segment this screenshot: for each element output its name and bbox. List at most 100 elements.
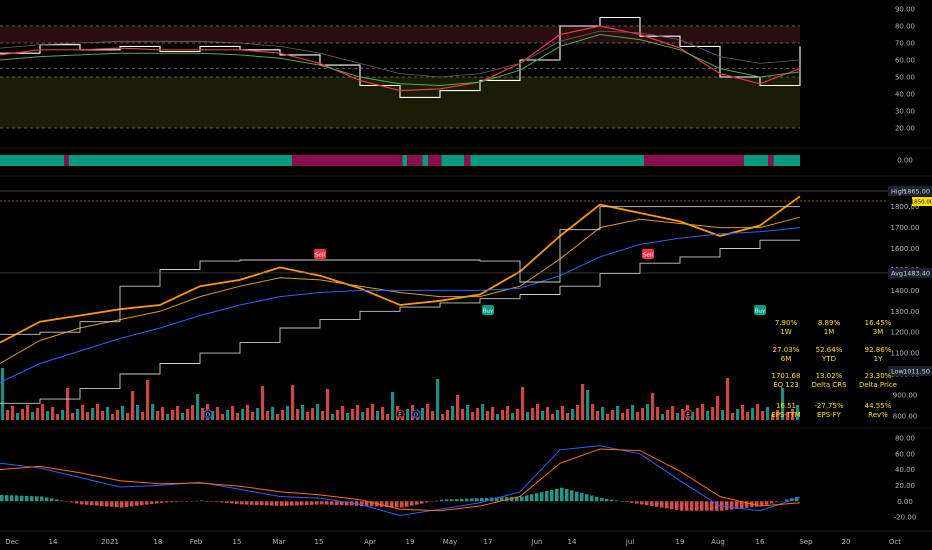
volume-bar xyxy=(636,412,640,420)
event-marker[interactable] xyxy=(203,409,213,419)
macd-histogram-bar xyxy=(45,497,49,502)
macd-histogram-bar xyxy=(535,493,539,502)
volume-bar xyxy=(311,408,315,420)
macd-histogram-bar xyxy=(120,501,124,508)
volume-bar xyxy=(631,405,635,420)
macd-tick-label: 80.00 xyxy=(895,434,915,442)
macd-histogram-bar xyxy=(225,501,229,503)
macd-histogram-bar xyxy=(450,499,454,502)
stat-value: 44.55% xyxy=(865,402,892,410)
high-tag xyxy=(888,186,932,196)
macd-histogram-bar xyxy=(335,501,339,506)
volume-bar xyxy=(91,408,95,420)
trend-segment xyxy=(768,155,774,166)
macd-pane[interactable]: 80.00 60.00 40.00 20.00 0.00 -20.00 xyxy=(0,434,916,522)
volume-bar xyxy=(546,407,550,420)
macd-histogram-bar xyxy=(150,501,154,505)
volume-bar xyxy=(31,412,35,420)
stat-label: 1Y xyxy=(874,355,883,363)
macd-tick-label: 20.00 xyxy=(895,482,915,490)
macd-histogram-bar xyxy=(300,501,304,506)
macd-histogram-bar xyxy=(135,501,139,506)
volume-bar xyxy=(296,409,300,420)
stat-label: 3M xyxy=(873,328,884,336)
time-tick-label: Feb xyxy=(190,538,203,546)
macd-histogram-bar xyxy=(515,496,519,502)
macd-histogram-bar xyxy=(230,501,234,504)
volume-bar xyxy=(681,409,685,420)
event-marker[interactable] xyxy=(411,409,421,419)
volume-bar xyxy=(421,408,425,420)
macd-line xyxy=(0,445,801,517)
macd-histogram-bar xyxy=(75,501,79,504)
macd-histogram-bar xyxy=(700,501,704,511)
macd-histogram-bar xyxy=(285,501,289,506)
volume-bar xyxy=(26,405,30,420)
macd-histogram-bar xyxy=(735,501,739,509)
oscillator-pane[interactable]: 90.00 80.00 70.00 60.00 50.00 40.00 30.00 20.00 xyxy=(0,6,915,133)
buy-signal[interactable] xyxy=(754,305,766,315)
volume-bar xyxy=(126,413,130,420)
macd-histogram-bar xyxy=(125,501,129,507)
macd-histogram-bar xyxy=(155,501,159,504)
event-marker[interactable] xyxy=(683,409,693,419)
volume-bar xyxy=(551,414,555,420)
macd-histogram-bar xyxy=(655,501,659,507)
volume-bar xyxy=(621,413,625,420)
volume-bar xyxy=(146,380,150,420)
macd-histogram-bar xyxy=(420,501,424,504)
macd-histogram-bar xyxy=(730,501,734,510)
macd-histogram-bar xyxy=(260,501,264,506)
volume-bar xyxy=(306,412,310,420)
volume-bar xyxy=(446,410,450,420)
event-marker-label: D xyxy=(414,413,418,419)
trend-bar-pane[interactable]: 0.00 xyxy=(0,155,913,166)
macd-histogram-bar xyxy=(290,501,294,506)
trend-tick-label: 0.00 xyxy=(897,157,913,165)
macd-histogram-bar xyxy=(390,501,394,508)
trend-segment xyxy=(407,155,423,166)
macd-histogram-bar xyxy=(530,494,534,502)
macd-histogram-bar xyxy=(620,501,624,502)
volume-bar xyxy=(426,404,430,420)
price-pane[interactable]: 1800.001700.001600.001500.001400.001300.… xyxy=(0,186,932,420)
macd-histogram-bar xyxy=(325,501,329,505)
time-tick-label: May xyxy=(443,538,457,546)
macd-histogram-bar xyxy=(320,501,324,505)
volume-bar xyxy=(361,412,365,420)
oscillator-tick-label: 30.00 xyxy=(895,108,915,116)
last-price-value: 1850.00 xyxy=(911,200,932,206)
buy-signal[interactable] xyxy=(482,305,494,315)
macd-tick-label: 0.00 xyxy=(897,498,913,506)
volume-bar xyxy=(121,406,125,420)
time-tick-label: 14 xyxy=(568,538,577,546)
volume-bar xyxy=(201,408,205,420)
price-series-5 xyxy=(0,239,800,404)
macd-histogram-bar xyxy=(55,499,59,502)
macd-histogram-bar xyxy=(295,501,299,506)
sell-signal[interactable] xyxy=(642,249,654,259)
volume-bar xyxy=(676,413,680,420)
macd-histogram-bar xyxy=(495,497,499,502)
volume-bar xyxy=(351,409,355,420)
volume-bar xyxy=(221,414,225,420)
trend-segment xyxy=(428,155,442,166)
volume-bar xyxy=(726,378,730,420)
volume-bar xyxy=(241,409,245,420)
macd-histogram-bar xyxy=(550,489,554,502)
macd-histogram-bar xyxy=(525,495,529,502)
volume-bar xyxy=(171,410,175,420)
volume-bar xyxy=(156,411,160,420)
macd-histogram-bar xyxy=(500,497,504,502)
macd-histogram-bar xyxy=(90,501,94,506)
price-tick-label: 1800.00 xyxy=(891,203,920,211)
macd-histogram-bar xyxy=(180,501,184,502)
event-marker[interactable] xyxy=(395,409,405,419)
sell-signal[interactable] xyxy=(314,249,326,259)
macd-signal-line xyxy=(0,448,801,512)
macd-histogram-bar xyxy=(65,501,69,502)
event-marker-label: E xyxy=(686,413,690,419)
time-axis[interactable]: Dec 14 2021 18 Feb 15 Mar 15 Apr 19 May 17 Jun 14 Jul 1… xyxy=(0,530,932,546)
time-tick-label: 14 xyxy=(49,538,58,546)
